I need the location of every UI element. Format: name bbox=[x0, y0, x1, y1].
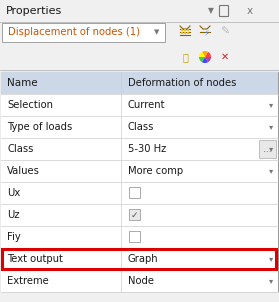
Text: Deformation of nodes: Deformation of nodes bbox=[128, 78, 236, 88]
Text: Name: Name bbox=[7, 78, 38, 88]
Text: Node: Node bbox=[128, 276, 154, 286]
Text: ▼: ▼ bbox=[154, 29, 160, 35]
Bar bbox=[219, 5, 228, 16]
Bar bbox=[1, 226, 278, 248]
Bar bbox=[1, 160, 278, 182]
Text: Displacement of nodes (1): Displacement of nodes (1) bbox=[8, 27, 140, 37]
Bar bbox=[1, 182, 278, 204]
Text: Current: Current bbox=[128, 100, 165, 110]
Bar bbox=[184, 29, 186, 31]
Text: ▾: ▾ bbox=[269, 277, 273, 285]
Text: Text output: Text output bbox=[7, 254, 63, 264]
Bar bbox=[1, 248, 278, 270]
Text: ▾: ▾ bbox=[269, 166, 273, 175]
Bar bbox=[184, 32, 186, 34]
Text: ▾: ▾ bbox=[269, 123, 273, 131]
Wedge shape bbox=[199, 52, 205, 57]
Text: Class: Class bbox=[7, 144, 33, 154]
Text: Uz: Uz bbox=[7, 210, 20, 220]
Text: ▾: ▾ bbox=[269, 144, 273, 153]
Text: Extreme: Extreme bbox=[7, 276, 49, 286]
Text: 5-30 Hz: 5-30 Hz bbox=[128, 144, 166, 154]
Wedge shape bbox=[199, 57, 205, 62]
Text: ✕: ✕ bbox=[221, 52, 229, 62]
Wedge shape bbox=[202, 51, 208, 57]
Bar bbox=[0, 0, 279, 22]
Text: Fiy: Fiy bbox=[7, 232, 21, 242]
Text: ▼: ▼ bbox=[208, 7, 214, 15]
Bar bbox=[187, 32, 189, 34]
Text: Graph: Graph bbox=[128, 254, 159, 264]
Text: x: x bbox=[247, 6, 253, 16]
Bar bbox=[1, 116, 278, 138]
Bar bbox=[129, 187, 140, 198]
Text: Values: Values bbox=[7, 166, 40, 176]
Bar bbox=[2, 249, 276, 269]
Text: More comp: More comp bbox=[128, 166, 183, 176]
Bar bbox=[1, 138, 278, 160]
Text: ▾: ▾ bbox=[269, 255, 273, 264]
Bar bbox=[187, 29, 189, 31]
Text: Ux: Ux bbox=[7, 188, 20, 198]
Text: Properties: Properties bbox=[6, 6, 62, 16]
Bar bbox=[1, 270, 278, 292]
Text: ▾: ▾ bbox=[269, 101, 273, 110]
Bar bbox=[259, 140, 276, 158]
Bar bbox=[129, 209, 140, 220]
Text: ✓: ✓ bbox=[130, 210, 138, 220]
Bar bbox=[1, 94, 278, 116]
Text: Selection: Selection bbox=[7, 100, 53, 110]
Wedge shape bbox=[205, 52, 211, 57]
Text: Class: Class bbox=[128, 122, 154, 132]
Bar bbox=[1, 72, 278, 292]
Wedge shape bbox=[205, 57, 211, 62]
Bar bbox=[2, 23, 165, 42]
Bar bbox=[181, 32, 183, 34]
Text: ⚡: ⚡ bbox=[203, 28, 209, 37]
Bar bbox=[181, 29, 183, 31]
Text: Type of loads: Type of loads bbox=[7, 122, 72, 132]
Bar bbox=[129, 231, 140, 242]
Text: ...: ... bbox=[263, 144, 271, 153]
Bar bbox=[1, 72, 278, 94]
Text: ✎: ✎ bbox=[220, 27, 230, 37]
Text: 🔧: 🔧 bbox=[182, 52, 188, 62]
Bar bbox=[0, 292, 279, 302]
Bar bbox=[1, 204, 278, 226]
Wedge shape bbox=[202, 57, 208, 63]
